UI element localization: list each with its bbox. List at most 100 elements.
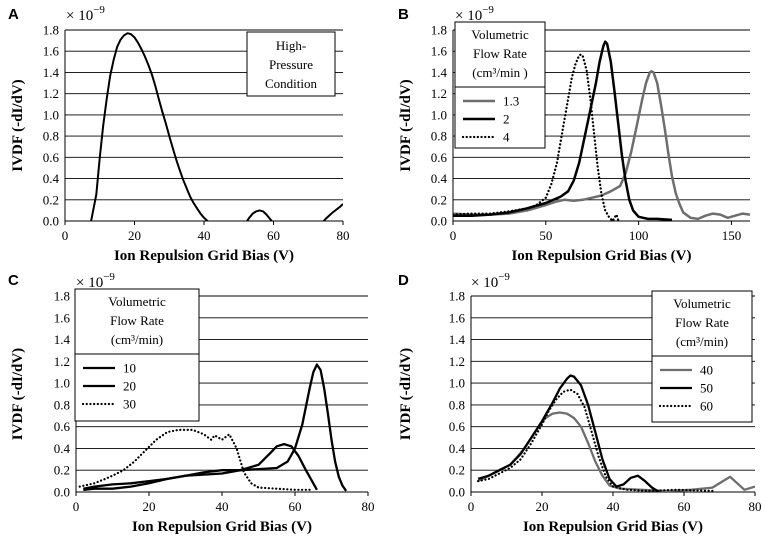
- y-tick-label: 0.8: [54, 397, 70, 412]
- x-tick-label: 40: [216, 499, 229, 514]
- y-tick-label: 0.6: [43, 150, 60, 165]
- y-tick-label: 1.6: [43, 44, 60, 59]
- multiplier-base: × 10: [66, 8, 93, 24]
- legend-title-line: Flow Rate: [675, 315, 729, 330]
- y-tick-label: 0.0: [431, 214, 447, 229]
- series-line-50: [477, 374, 660, 492]
- y-tick-label: 1.4: [43, 65, 60, 80]
- y-multiplier: × 10−9: [471, 271, 510, 291]
- panel-letter: B: [398, 6, 409, 23]
- y-tick-label: 0.0: [449, 485, 465, 500]
- legend-label: 30: [123, 397, 136, 412]
- x-tick-label: 50: [539, 228, 552, 243]
- y-multiplier: × 10−9: [66, 4, 105, 24]
- multiplier-exponent: −9: [482, 4, 494, 16]
- x-tick-label: 40: [198, 228, 211, 243]
- legend-title-line: Volumetric: [471, 27, 529, 42]
- legend-box: [454, 21, 546, 149]
- multiplier-exponent: −9: [498, 271, 510, 283]
- x-tick-label: 60: [289, 499, 302, 514]
- legend-label: 4: [503, 130, 510, 145]
- legend-label: 50: [700, 381, 713, 396]
- x-tick-label: 100: [629, 228, 649, 243]
- legend-label: 1.3: [503, 94, 519, 109]
- y-tick-label: 0.6: [449, 419, 466, 434]
- series-group: [78, 363, 348, 492]
- y-tick-label: 0.8: [431, 129, 447, 144]
- y-tick-label: 1.2: [54, 354, 70, 369]
- y-tick-label: 1.8: [43, 23, 59, 38]
- x-tick-label: 60: [267, 228, 280, 243]
- x-tick-label: 0: [73, 499, 80, 514]
- y-tick-label: 0.8: [43, 129, 59, 144]
- legend-label: 2: [503, 112, 510, 127]
- y-tick-label: 1.0: [43, 107, 59, 122]
- series-line-curve-1: [245, 209, 274, 221]
- y-tick-label: 1.0: [431, 107, 447, 122]
- y-tick-label: 0.2: [431, 192, 447, 207]
- y-tick-label: 0.4: [449, 441, 466, 456]
- panel-d: D × 10−9 0.0 0.2 0.4 0.6 0.8 1.0 1.2 1.4 1.6 1.8 0 20…: [398, 271, 762, 535]
- y-tick-label: 1.2: [431, 86, 447, 101]
- y-tick-label: 1.8: [449, 289, 465, 304]
- y-tick-label: 1.6: [449, 310, 466, 325]
- x-tick-label: 20: [536, 499, 549, 514]
- panel-letter: D: [398, 272, 409, 289]
- x-tick-label: 20: [128, 228, 141, 243]
- series-line-10: [83, 363, 348, 492]
- legend-title-line: (cm³/min): [676, 334, 728, 349]
- x-tick-label: 0: [468, 499, 475, 514]
- y-tick-label: 1.2: [449, 354, 465, 369]
- panel-letter: A: [8, 6, 19, 23]
- legend-title-line: Volumetric: [108, 294, 166, 309]
- y-tick-label: 0.2: [449, 463, 465, 478]
- panel-letter: C: [8, 272, 19, 289]
- y-tick-label: 0.8: [449, 397, 465, 412]
- y-tick-label: 1.4: [54, 332, 71, 347]
- y-tick-label: 0.6: [431, 150, 448, 165]
- y-tick-label: 1.0: [449, 376, 465, 391]
- panel-a: A × 10−9 0.0 0.2 0.4 0.6 0.8 1.0 1.2 1.4 1.6 1.8 0 20…: [8, 4, 350, 264]
- annotation-line: Condition: [265, 76, 318, 91]
- series-line-60: [477, 388, 714, 492]
- legend-title-line: Flow Rate: [473, 46, 527, 61]
- x-axis-label: Ion Repulsion Grid Bias (V): [511, 248, 691, 264]
- legend-label: 10: [123, 361, 136, 376]
- legend-label: 40: [700, 363, 713, 378]
- y-axis-label: IVDF (-dI/dV): [10, 79, 26, 171]
- x-tick-label: 60: [678, 499, 691, 514]
- y-tick-label: 0.2: [43, 192, 59, 207]
- y-axis-label: IVDF (-dI/dV): [398, 79, 414, 171]
- series-group: [453, 40, 750, 221]
- x-tick-label: 80: [337, 228, 350, 243]
- y-tick-label: 0.0: [43, 214, 59, 229]
- x-tick-label: 150: [722, 228, 742, 243]
- legend-label: 60: [700, 399, 713, 414]
- legend-box: [74, 288, 200, 422]
- annotation-line: Pressure: [269, 57, 313, 72]
- y-axis-label: IVDF (-dI/dV): [10, 348, 26, 440]
- legend-title-line: (cm³/min ): [472, 65, 528, 80]
- legend-title-line: Volumetric: [673, 296, 731, 311]
- y-tick-label: 1.2: [43, 86, 59, 101]
- x-axis-label: Ion Repulsion Grid Bias (V): [114, 248, 294, 264]
- annotation-box: [246, 31, 336, 97]
- y-multiplier: × 10−9: [455, 4, 494, 24]
- y-tick-label: 0.4: [54, 441, 71, 456]
- multiplier-exponent: −9: [103, 271, 115, 283]
- x-tick-label: 0: [450, 228, 457, 243]
- x-axis-label: Ion Repulsion Grid Bias (V): [523, 519, 703, 535]
- multiplier-base: × 10: [76, 275, 103, 291]
- series-line-40: [477, 411, 755, 492]
- y-tick-label: 1.8: [54, 289, 70, 304]
- series-line-1.3: [453, 70, 750, 221]
- annotation-line: High-: [276, 38, 306, 53]
- legend-title-line: Flow Rate: [110, 313, 164, 328]
- series-line-20: [83, 442, 318, 491]
- y-multiplier: × 10−9: [76, 271, 115, 291]
- x-tick-label: 40: [607, 499, 620, 514]
- x-tick-label: 0: [62, 228, 69, 243]
- y-tick-label: 0.2: [54, 463, 70, 478]
